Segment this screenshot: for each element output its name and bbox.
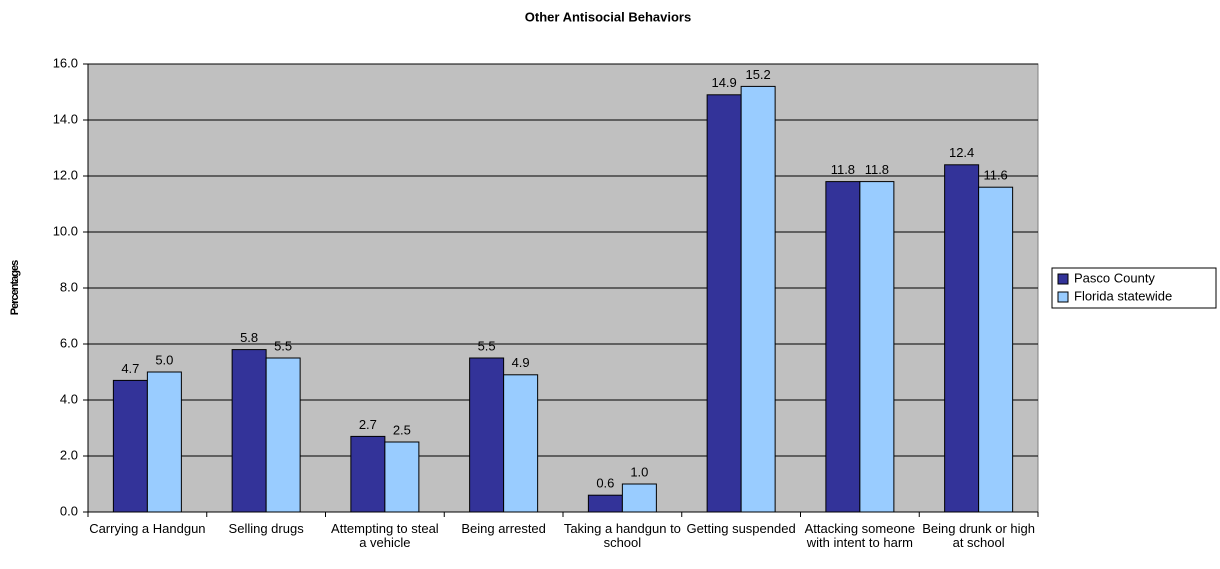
y-tick-label: 2.0	[60, 447, 78, 462]
value-label: 2.7	[359, 417, 377, 432]
bar	[587, 494, 623, 513]
bar	[621, 483, 657, 513]
value-label: 2.5	[393, 422, 411, 437]
y-tick-label: 12.0	[53, 167, 78, 182]
value-label: 5.5	[274, 338, 292, 353]
bar	[350, 435, 386, 513]
legend-label: Florida statewide	[1074, 288, 1172, 303]
bar	[265, 357, 301, 513]
y-axis-label: Percentages	[9, 260, 21, 315]
bar	[469, 357, 505, 513]
legend-box	[1051, 267, 1217, 309]
chart-title: Other Antisocial Behaviors	[525, 9, 691, 24]
bar	[706, 94, 742, 513]
bar	[146, 371, 182, 513]
bar	[384, 441, 420, 513]
x-tick-label: Getting suspended	[686, 521, 796, 536]
y-tick-label: 14.0	[53, 111, 78, 126]
value-label: 15.2	[745, 67, 770, 82]
x-tick-label: Being arrested	[461, 521, 546, 536]
value-label: 4.9	[512, 355, 530, 370]
x-tick-label: Taking a handgun to school	[563, 521, 681, 550]
y-tick-label: 16.0	[53, 55, 78, 70]
y-tick-label: 10.0	[53, 223, 78, 238]
x-tick-label: Carrying a Handgun	[89, 521, 206, 536]
value-label: 12.4	[949, 145, 974, 160]
bar	[859, 181, 895, 513]
value-label: 5.8	[240, 330, 258, 345]
value-label: 11.6	[983, 168, 1007, 183]
y-tick-label: 6.0	[60, 335, 78, 350]
bar	[740, 85, 776, 513]
value-label: 11.8	[831, 162, 855, 177]
y-tick-label: 0.0	[60, 503, 78, 518]
x-tick-label: Attempting to steal a vehicle	[331, 521, 439, 550]
value-label: 5.5	[478, 338, 496, 353]
bar	[944, 164, 980, 513]
bar	[825, 181, 861, 513]
legend-label: Pasco County	[1074, 270, 1155, 285]
bar	[112, 379, 148, 513]
bar	[503, 374, 539, 513]
y-tick-label: 4.0	[60, 391, 78, 406]
x-tick-label: Selling drugs	[228, 521, 304, 536]
value-label: 0.6	[596, 476, 614, 491]
x-tick-label: Being drunk or high at school	[922, 521, 1035, 550]
value-label: 5.0	[155, 352, 173, 367]
y-tick-label: 8.0	[60, 279, 78, 294]
value-label: 4.7	[121, 361, 139, 376]
legend-swatch	[1057, 273, 1069, 285]
value-label: 11.8	[865, 162, 889, 177]
x-tick-label: Attacking someone with intent to harm	[804, 521, 916, 550]
legend-swatch	[1057, 291, 1069, 303]
bar	[231, 349, 267, 513]
value-label: 14.9	[711, 75, 736, 90]
value-label: 1.0	[630, 464, 648, 479]
bar	[978, 186, 1014, 513]
